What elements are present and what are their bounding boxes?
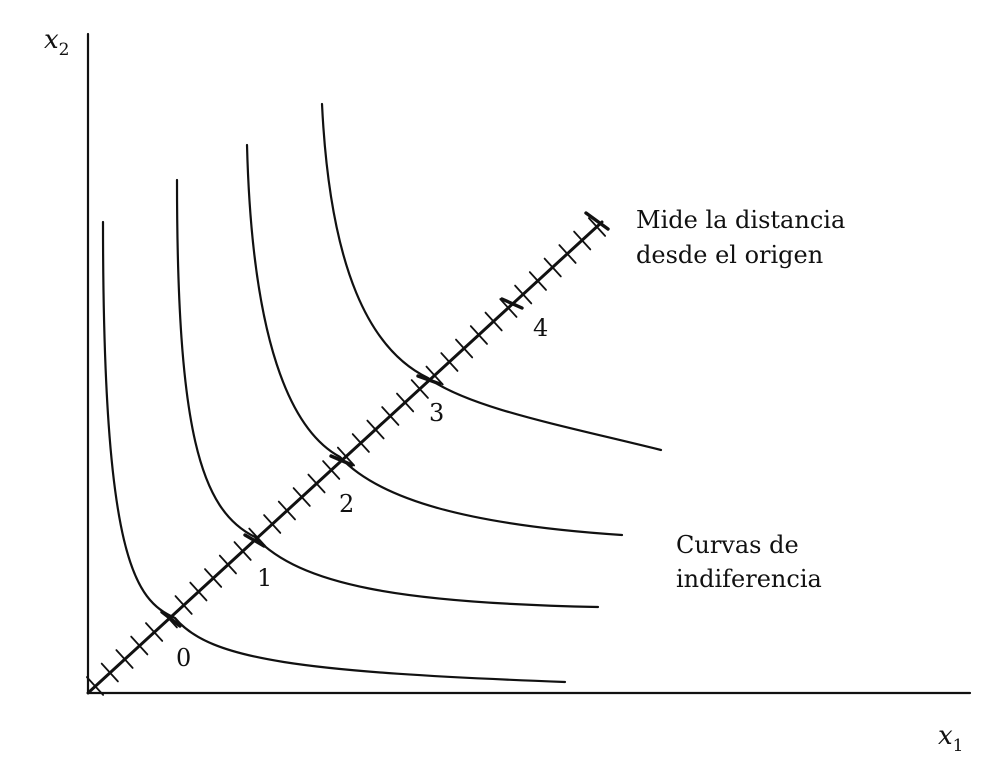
ray-tick xyxy=(410,379,429,399)
intersection-mark-3 xyxy=(416,374,442,386)
ray-mark-label-0: 0 xyxy=(176,644,191,672)
ray-tick xyxy=(130,635,149,656)
ray-tick xyxy=(204,568,223,588)
ray-tick xyxy=(396,392,415,413)
ray-end-mark xyxy=(584,211,610,231)
ray-tick xyxy=(573,230,592,251)
ray-tick xyxy=(351,433,370,453)
ray-tick xyxy=(218,554,237,575)
distance-ray xyxy=(86,217,606,696)
curves-label-line2: indiferencia xyxy=(676,565,822,593)
ray-tick xyxy=(86,676,104,696)
ray-tick xyxy=(277,500,296,521)
ray-description-line2: desde el origen xyxy=(636,241,823,269)
ray-mark-label-4: 4 xyxy=(533,314,548,342)
indifference-curves xyxy=(101,102,663,684)
x-axis-label: x1 xyxy=(938,721,964,756)
ray-tick xyxy=(336,446,356,467)
ray-tick xyxy=(528,271,547,291)
intersection-marks xyxy=(160,211,610,628)
ray-tick xyxy=(484,311,503,332)
ray-tick xyxy=(307,473,326,494)
intersection-mark-2 xyxy=(329,454,354,467)
ray-mark-label-2: 2 xyxy=(339,490,354,518)
distance-ray-line xyxy=(86,220,604,695)
ray-tick xyxy=(100,662,119,683)
intersection-mark-0 xyxy=(160,610,182,628)
ray-mark-label-3: 3 xyxy=(429,399,444,427)
ray-tick xyxy=(145,622,164,642)
ray-tick xyxy=(558,244,577,264)
ray-tick xyxy=(115,649,134,669)
ray-tick xyxy=(292,487,311,507)
ray-tick xyxy=(455,338,474,359)
ray-tick xyxy=(514,284,533,305)
intersection-mark-1 xyxy=(243,533,266,548)
indifference-curve-1 xyxy=(175,178,600,609)
ray-tick xyxy=(469,325,488,345)
ray-tick xyxy=(440,352,459,372)
ray-mark-label-1: 1 xyxy=(257,564,272,592)
ray-tick xyxy=(425,365,444,386)
y-axis-label: x2 xyxy=(44,25,70,60)
ray-tick xyxy=(174,595,193,615)
distance-mark-4 xyxy=(500,297,524,310)
ray-tick xyxy=(263,514,282,534)
ray-tick xyxy=(499,298,518,318)
indifference-curve-0 xyxy=(101,220,567,684)
ray-tick xyxy=(189,581,208,602)
ray-tick xyxy=(322,460,341,480)
ray-description-line1: Mide la distancia xyxy=(636,206,845,234)
ray-tick xyxy=(588,217,606,237)
ray-tick xyxy=(366,419,385,440)
indifference-curve-3 xyxy=(320,102,663,452)
ray-tick xyxy=(233,541,252,561)
curves-label-line1: Curvas de xyxy=(676,531,799,559)
ray-tick xyxy=(543,257,562,278)
ray-value-labels: 0 1 2 3 4 xyxy=(176,314,548,672)
indifference-curve-2 xyxy=(245,143,624,537)
ray-tick xyxy=(381,406,400,426)
